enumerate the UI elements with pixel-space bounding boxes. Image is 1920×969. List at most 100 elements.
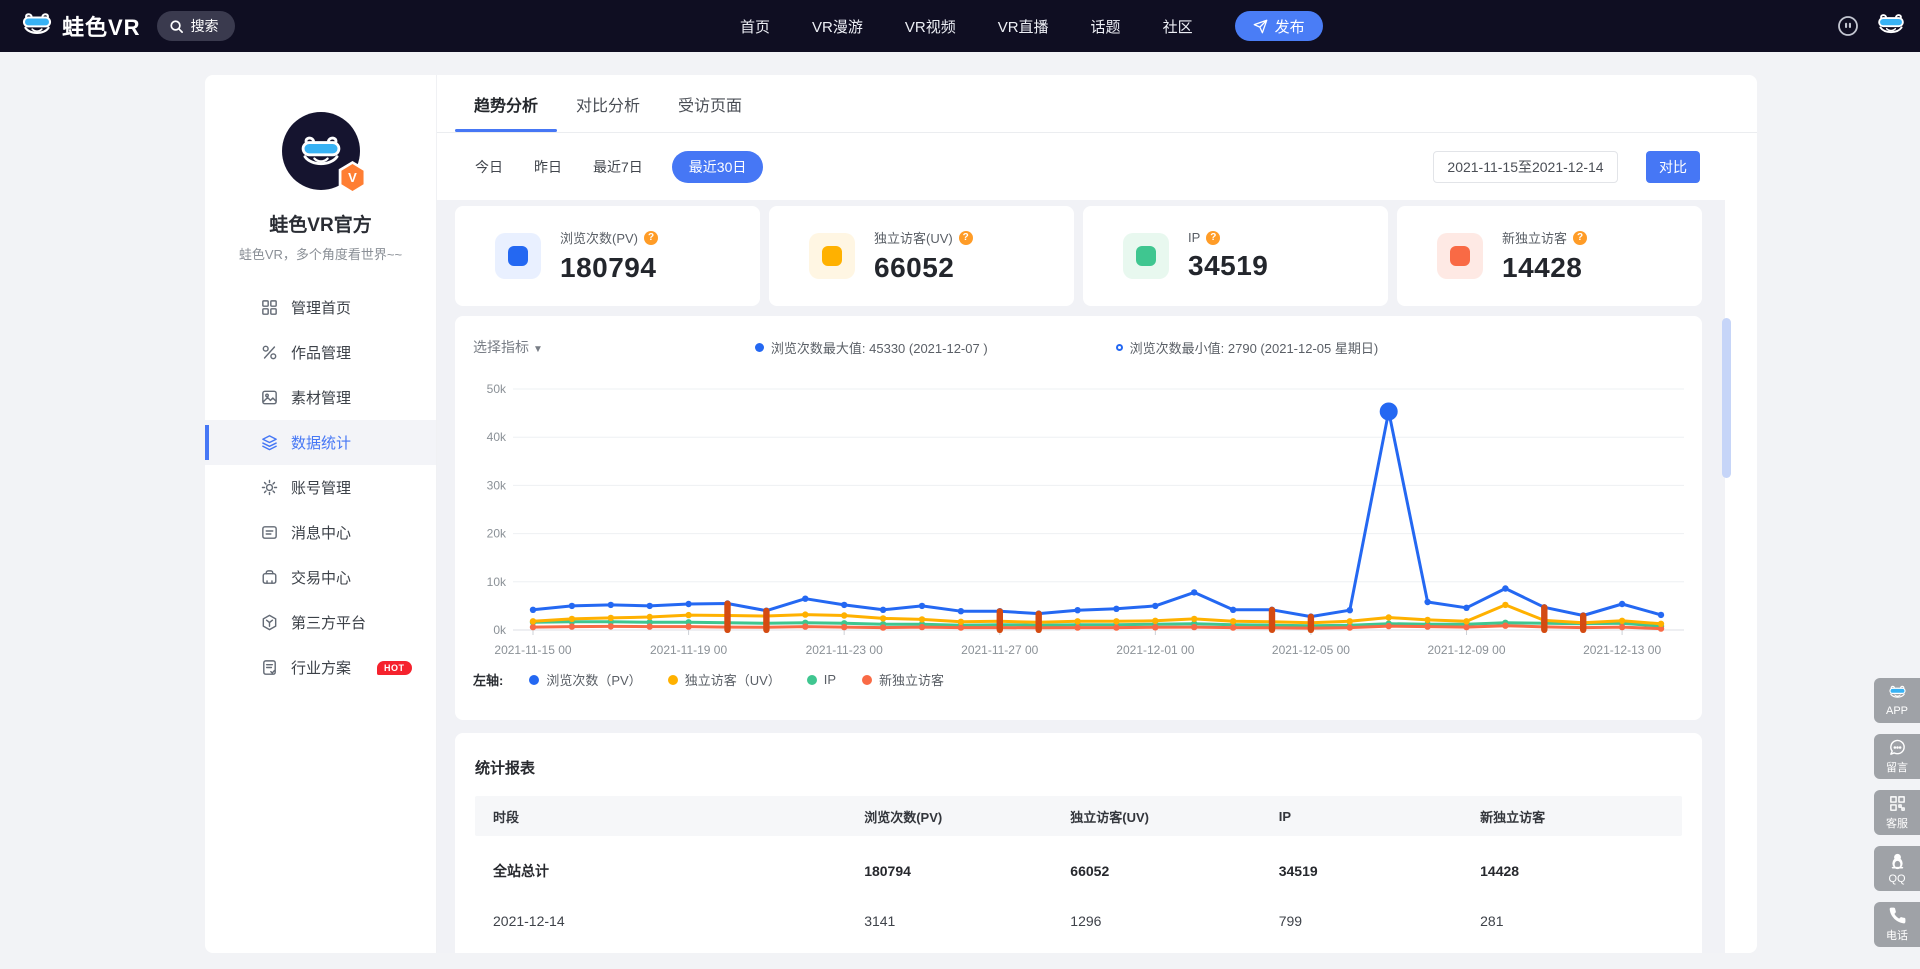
nav-link-1[interactable]: VR漫游 bbox=[812, 18, 863, 36]
sidebar-menu: 管理首页作品管理 素材管理数据统计账号管理消息中心交易中心第三方平台行业方案 HOT bbox=[205, 285, 436, 690]
date-range-input[interactable]: 2021-11-15至2021-12-14 bbox=[1433, 150, 1618, 183]
report-row-0: 全站总计 180794 66052 34519 14428 bbox=[493, 863, 1520, 879]
tab-1[interactable]: 对比分析 bbox=[576, 97, 641, 115]
nav-link-4[interactable]: 话题 bbox=[1090, 18, 1121, 36]
send-icon bbox=[1253, 19, 1267, 33]
user-avatar[interactable] bbox=[1876, 13, 1906, 40]
svg-text:0k: 0k bbox=[493, 623, 507, 637]
tab-2[interactable]: 受访页面 bbox=[678, 97, 743, 115]
nav-link-0[interactable]: 首页 bbox=[740, 18, 771, 36]
sidebar-item-8[interactable]: 行业方案 HOT bbox=[205, 645, 436, 690]
sidebar-item-label: 账号管理 bbox=[291, 480, 352, 497]
help-icon[interactable]: ? bbox=[644, 230, 659, 245]
scrollbar-thumb[interactable] bbox=[1722, 318, 1731, 478]
min-annotation: 浏览次数最小值: 2790 (2021-12-05 星期日) bbox=[1115, 338, 1378, 357]
svg-text:2021-12-13 00: 2021-12-13 00 bbox=[1583, 643, 1661, 657]
profile-name: 蛙色VR官方 bbox=[269, 215, 372, 236]
svg-text:2021-12-05 00: 2021-12-05 00 bbox=[1272, 643, 1350, 657]
sidebar-item-6[interactable]: 交易中心 bbox=[205, 555, 436, 600]
nav-link-5[interactable]: 社区 bbox=[1162, 18, 1193, 36]
legend-dot-icon bbox=[862, 674, 873, 685]
legend-item-2[interactable]: IP bbox=[806, 672, 836, 687]
metric-select[interactable]: 选择指标 ▼ bbox=[473, 339, 543, 355]
comment-icon bbox=[1888, 738, 1907, 757]
legend-dot-icon bbox=[529, 674, 540, 685]
stat-card-2: IP? 34519 bbox=[1083, 206, 1388, 306]
nav-link-2[interactable]: VR视频 bbox=[904, 18, 956, 36]
float-button-电话[interactable]: 电话 bbox=[1874, 902, 1920, 947]
main-panel: 趋势分析 对比分析 受访页面 今日 昨日 最近7日 最近30日 2021-11-15至20… bbox=[437, 75, 1757, 953]
sidebar-item-label: 行业方案 bbox=[291, 660, 352, 677]
help-icon[interactable]: ? bbox=[958, 230, 973, 245]
float-button-留言[interactable]: 留言 bbox=[1874, 734, 1920, 779]
report-col-header: IP bbox=[1278, 808, 1292, 824]
help-icon[interactable]: ? bbox=[1206, 230, 1221, 245]
report-col-header: 时段 bbox=[493, 809, 520, 825]
float-button-qq[interactable]: QQ bbox=[1874, 846, 1920, 891]
legend-item-3[interactable]: 新独立访客 bbox=[862, 670, 944, 689]
compare-button[interactable]: 对比 bbox=[1646, 150, 1700, 183]
brand-logo[interactable]: 蛙色VR bbox=[20, 10, 141, 42]
report-table-header: 时段 浏览次数(PV) 独立访客(UV) IP 新独立访客 bbox=[475, 796, 1682, 836]
avatar[interactable]: V bbox=[281, 112, 367, 194]
sidebar-item-label: 消息中心 bbox=[291, 525, 352, 542]
legend-item-1[interactable]: 独立访客（UV） bbox=[667, 670, 781, 689]
min-dot-icon bbox=[1115, 343, 1123, 351]
sidebar-item-0[interactable]: 管理首页 bbox=[205, 285, 436, 330]
profile-bio: 蛙色VR，多个角度看世界~~ bbox=[238, 247, 403, 262]
tab-0[interactable]: 趋势分析 bbox=[455, 75, 558, 132]
stat-icon-tile bbox=[495, 233, 541, 279]
legend-dot-icon bbox=[806, 674, 817, 685]
svg-text:20k: 20k bbox=[487, 527, 507, 541]
message-icon bbox=[260, 523, 279, 542]
range-preset-0[interactable]: 今日 bbox=[473, 151, 505, 183]
range-preset-3[interactable]: 最近30日 bbox=[671, 150, 764, 183]
svg-text:2021-12-01 00: 2021-12-01 00 bbox=[1116, 643, 1194, 657]
help-icon[interactable]: ? bbox=[1573, 230, 1588, 245]
legend-item-0[interactable]: 浏览次数（PV） bbox=[529, 670, 642, 689]
phone-icon bbox=[1888, 906, 1907, 925]
nav-link-3[interactable]: VR直播 bbox=[997, 18, 1049, 36]
sidebar-item-label: 数据统计 bbox=[291, 435, 352, 452]
report-row-1: 2021-12-14 3141 1296 799 281 bbox=[493, 913, 1504, 929]
stats-icon bbox=[260, 433, 279, 452]
sidebar-item-1[interactable]: 作品管理 bbox=[205, 330, 436, 375]
sidebar-item-2[interactable]: 素材管理 bbox=[205, 375, 436, 420]
sidebar-item-4[interactable]: 账号管理 bbox=[205, 465, 436, 510]
sidebar-item-3[interactable]: 数据统计 bbox=[205, 420, 436, 465]
trend-chart-card: 选择指标 ▼ 浏览次数最大值: 45330 (2021-12-07 ) 浏览次数最… bbox=[455, 316, 1702, 720]
stat-label: 独立访客(UV) bbox=[874, 231, 953, 246]
hot-badge: HOT bbox=[377, 660, 412, 675]
range-preset-2[interactable]: 最近7日 bbox=[591, 151, 645, 183]
svg-text:2021-12-09 00: 2021-12-09 00 bbox=[1427, 643, 1505, 657]
float-button-客服[interactable]: 客服 bbox=[1874, 790, 1920, 835]
search-icon bbox=[169, 19, 183, 33]
primary-nav: 首页 VR漫游 VR视频 VR直播 话题 社区 发布 bbox=[740, 0, 1323, 52]
sidebar-item-5[interactable]: 消息中心 bbox=[205, 510, 436, 555]
date-range-presets: 今日 昨日 最近7日 最近30日 bbox=[473, 150, 764, 183]
publish-button[interactable]: 发布 bbox=[1234, 11, 1323, 41]
frog-icon bbox=[1878, 13, 1904, 33]
sidebar-item-7[interactable]: 第三方平台 bbox=[205, 600, 436, 645]
report-table-body: 全站总计 180794 66052 34519 14428 2021-12-14 3141 1… bbox=[475, 846, 1682, 946]
analysis-tabs: 趋势分析 对比分析 受访页面 bbox=[437, 75, 1757, 133]
brand-text: 蛙色VR bbox=[62, 15, 141, 40]
max-annotation: 浏览次数最大值: 45330 (2021-12-07 ) bbox=[754, 338, 988, 357]
sidebar-item-label: 管理首页 bbox=[291, 300, 352, 317]
float-button-app[interactable]: APP bbox=[1874, 678, 1920, 723]
range-preset-1[interactable]: 昨日 bbox=[532, 151, 564, 183]
messages-icon[interactable] bbox=[1836, 14, 1860, 38]
sidebar-item-label: 第三方平台 bbox=[291, 615, 367, 632]
report-title: 统计报表 bbox=[475, 760, 536, 777]
legend-axis-label: 左轴: bbox=[473, 673, 504, 688]
sidebar-item-label: 交易中心 bbox=[291, 570, 352, 587]
report-col-header: 新独立访客 bbox=[1480, 809, 1546, 825]
frog-icon bbox=[301, 136, 340, 165]
svg-text:10k: 10k bbox=[487, 575, 507, 589]
search-input[interactable]: 搜索 bbox=[156, 11, 235, 41]
trend-line-chart[interactable]: 0k 10k 20k 30k 40k 50k 2021-11-15 00 2021-11-19… bbox=[473, 364, 1684, 657]
search-placeholder: 搜索 bbox=[190, 18, 219, 34]
floating-contact-rail: APP 留言客服 QQ 电话 bbox=[1874, 678, 1920, 947]
workspace: V 蛙色VR官方 蛙色VR，多个角度看世界~~ 管理首页作品管理 素材管理数据统计… bbox=[205, 75, 1757, 953]
